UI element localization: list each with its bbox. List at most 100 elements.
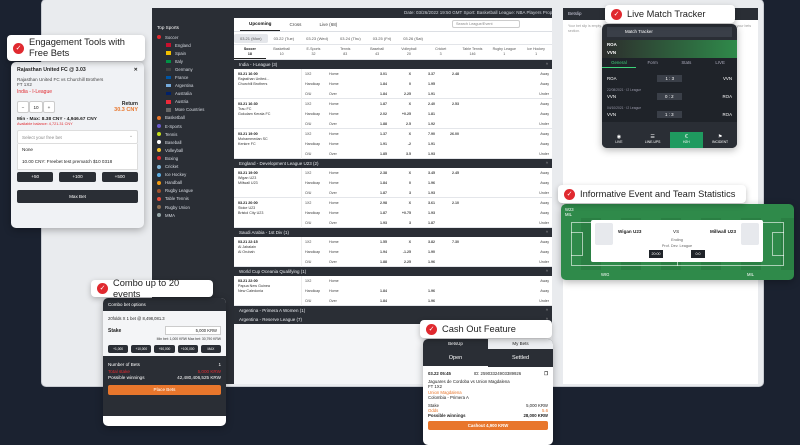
odds-value[interactable]: 2.48 bbox=[452, 72, 459, 76]
tracker-tab[interactable]: Stats bbox=[681, 60, 692, 65]
odds-value[interactable]: 3 bbox=[409, 221, 411, 225]
odds-value[interactable]: 1.84 bbox=[380, 92, 387, 96]
odds-value[interactable]: 2.25 bbox=[404, 260, 411, 264]
odds-value[interactable]: Away bbox=[540, 279, 549, 283]
odds-value[interactable]: 2.02 bbox=[380, 112, 387, 116]
sidebar-item[interactable]: Table Tennis bbox=[152, 195, 234, 203]
stake-input[interactable]: 10 bbox=[29, 101, 43, 113]
odds-value[interactable]: Under bbox=[539, 260, 549, 264]
tracker-nav-item[interactable]: ◉ LIVE bbox=[602, 132, 636, 148]
odds-value[interactable]: Away bbox=[540, 240, 549, 244]
date-tab[interactable]: 03.26 (Sat) bbox=[403, 35, 423, 41]
sidebar-item[interactable]: Soccer bbox=[152, 33, 234, 41]
odds-value[interactable]: X bbox=[408, 201, 411, 205]
odds-value[interactable]: 2.98 bbox=[380, 201, 387, 205]
home-team[interactable]: Rajasthan United... bbox=[238, 77, 270, 81]
odds-value[interactable]: 1.96 bbox=[428, 299, 435, 303]
home-team[interactable]: Mohammedan SC bbox=[238, 137, 268, 141]
odds-value[interactable]: 3.82 bbox=[428, 240, 435, 244]
away-team[interactable]: Kenkre FC bbox=[238, 142, 256, 146]
odds-value[interactable]: 3.45 bbox=[428, 171, 435, 175]
odds-value[interactable]: 1.90 bbox=[428, 250, 435, 254]
odds-value[interactable]: 1.94 bbox=[380, 250, 387, 254]
sport-tab[interactable]: Volleyball 20 bbox=[393, 45, 425, 59]
away-team[interactable]: Bristol City U23 bbox=[238, 211, 264, 215]
sidebar-item[interactable]: France bbox=[152, 73, 234, 81]
odds-value[interactable]: Away bbox=[540, 181, 549, 185]
quick-stake-button[interactable]: +500 bbox=[101, 172, 138, 182]
odds-value[interactable]: 1.84 bbox=[380, 299, 387, 303]
odds-value[interactable]: 2.45 bbox=[452, 171, 459, 175]
odds-value[interactable]: +0.25 bbox=[401, 112, 411, 116]
odds-value[interactable]: 0 bbox=[409, 82, 411, 86]
stake-plus-button[interactable]: + bbox=[43, 101, 55, 113]
odds-value[interactable]: X bbox=[408, 72, 411, 76]
sidebar-item[interactable]: Austria bbox=[152, 98, 234, 106]
odds-value[interactable]: -1.25 bbox=[402, 250, 411, 254]
odds-value[interactable]: 1.55 bbox=[380, 240, 387, 244]
close-icon[interactable]: ✕ bbox=[133, 67, 138, 73]
sidebar-item[interactable]: Baseball bbox=[152, 138, 234, 146]
tracker-nav-item[interactable]: ☰ LINE-UPS bbox=[636, 132, 670, 148]
sidebar-item[interactable]: Australia bbox=[152, 90, 234, 98]
home-team[interactable]: Al Jabalain bbox=[238, 245, 257, 249]
sidebar-item[interactable]: Rugby League bbox=[152, 187, 234, 195]
combo-stake-input[interactable]: 5,000 KRW bbox=[165, 326, 221, 335]
stake-minus-button[interactable]: − bbox=[17, 101, 29, 113]
combo-quick-button[interactable]: +10,000 bbox=[131, 345, 152, 353]
odds-value[interactable]: 1.91 bbox=[380, 142, 387, 146]
odds-value[interactable]: Away bbox=[540, 72, 549, 76]
odds-value[interactable]: Under bbox=[539, 122, 549, 126]
max-bet-button[interactable]: Max Bet bbox=[17, 190, 138, 203]
odds-value[interactable]: 1.85 bbox=[380, 152, 387, 156]
odds-value[interactable]: 1.95 bbox=[428, 82, 435, 86]
league-header[interactable]: Argentina - Reserve League (7) bbox=[234, 315, 552, 324]
sport-tab[interactable]: Cricket 3 bbox=[425, 45, 457, 59]
sport-tab[interactable]: Basketball 10 bbox=[266, 45, 298, 59]
odds-value[interactable]: 1.84 bbox=[380, 289, 387, 293]
date-tab[interactable]: 03.21 (Mon) bbox=[234, 33, 268, 43]
odds-value[interactable]: 1.93 bbox=[428, 191, 435, 195]
odds-value[interactable]: 1.93 bbox=[428, 152, 435, 156]
place-bets-button[interactable]: Place Bets bbox=[108, 384, 221, 395]
sport-tab[interactable]: Baseball 43 bbox=[361, 45, 393, 59]
tracker-nav-item[interactable]: ⚑ INCIDENT bbox=[703, 132, 737, 148]
sport-tab[interactable]: Table Tennis 146 bbox=[457, 45, 489, 59]
league-header[interactable]: England - Development League U23 (2) bbox=[234, 159, 552, 168]
odds-value[interactable]: +0.75 bbox=[401, 211, 411, 215]
sidebar-item[interactable]: Basketball bbox=[152, 114, 234, 122]
odds-value[interactable]: 1.81 bbox=[428, 112, 435, 116]
odds-value[interactable]: X bbox=[408, 240, 411, 244]
odds-value[interactable]: Under bbox=[539, 92, 549, 96]
date-tab[interactable]: 03.22 (Tue) bbox=[273, 35, 295, 41]
search-input[interactable]: Search League/Event bbox=[452, 20, 520, 28]
away-team[interactable]: New Caledonia bbox=[238, 289, 264, 293]
odds-value[interactable]: Away bbox=[540, 82, 549, 86]
odds-value[interactable]: 1.92 bbox=[428, 122, 435, 126]
home-team[interactable]: Wigan U23 bbox=[238, 176, 257, 180]
odds-value[interactable]: Away bbox=[540, 250, 549, 254]
away-team[interactable]: Millwall U23 bbox=[238, 181, 258, 185]
home-team[interactable]: Papua New Guinea bbox=[238, 284, 270, 288]
sidebar-item[interactable]: Rugby Union bbox=[152, 203, 234, 211]
odds-value[interactable]: 3.61 bbox=[428, 201, 435, 205]
odds-value[interactable]: 7.30 bbox=[452, 240, 459, 244]
sidebar-item[interactable]: Ice Hockey bbox=[152, 171, 234, 179]
tracker-tab[interactable]: LIVE bbox=[715, 60, 725, 65]
league-header[interactable]: Saudi Arabia - 1st Div (1) bbox=[234, 228, 552, 237]
sidebar-item[interactable]: Italy bbox=[152, 57, 234, 65]
league-header[interactable]: Argentina - Primera A Women (1) bbox=[234, 306, 552, 315]
tab-cross[interactable]: Cross bbox=[289, 22, 302, 27]
odds-value[interactable]: 1.96 bbox=[428, 260, 435, 264]
odds-value[interactable]: 1.87 bbox=[380, 191, 387, 195]
option-free-bet[interactable]: 10.00 CNY: Freebet test prematch $10 031… bbox=[22, 159, 113, 164]
sidebar-item[interactable]: MMA bbox=[152, 211, 234, 219]
away-team[interactable]: Al Orubah bbox=[238, 250, 255, 254]
tab-settled[interactable]: Settled bbox=[511, 355, 530, 361]
sidebar-item[interactable]: Boxing bbox=[152, 154, 234, 162]
odds-value[interactable]: 3 bbox=[409, 191, 411, 195]
odds-value[interactable]: 1.37 bbox=[380, 132, 387, 136]
sidebar-item[interactable]: Argentina bbox=[152, 82, 234, 90]
option-none[interactable]: None bbox=[22, 147, 33, 152]
odds-value[interactable]: Under bbox=[539, 299, 549, 303]
